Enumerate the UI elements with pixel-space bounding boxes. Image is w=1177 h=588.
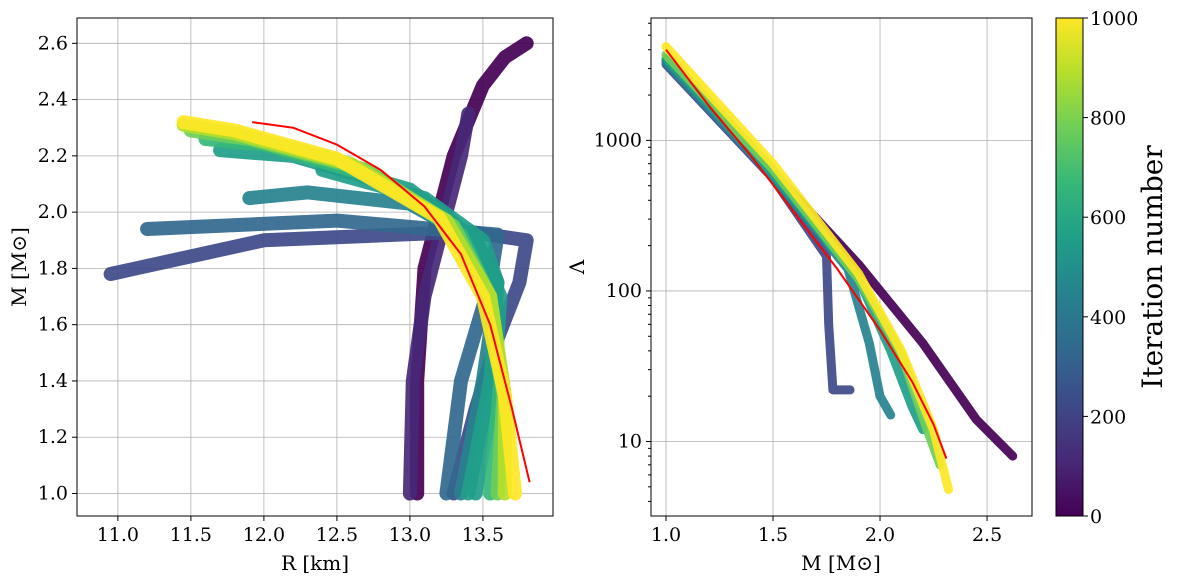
left-ticks: 11.0 11.5 12.0 12.5 13.0 13.5 1.0 1.2 1.4 1.6 1.8 2… — [38, 32, 504, 546]
left-target-line — [252, 121, 531, 483]
colorbar-frame — [1055, 17, 1084, 517]
right-target — [665, 49, 948, 459]
colorbar-tick-label: 600 — [1090, 207, 1126, 229]
colorbar: 0 200 400 600 800 1000 Iteration number — [1055, 8, 1169, 528]
right-series-line — [661, 54, 928, 435]
left-y-tick-label: 1.2 — [38, 426, 68, 448]
left-y-axis-label: M [M⊙] — [7, 227, 31, 307]
colorbar-tick-label: 1000 — [1090, 8, 1138, 30]
left-series-line — [402, 106, 476, 501]
colorbar-tick-label: 200 — [1090, 406, 1126, 428]
right-x-tick-label: 1.5 — [758, 524, 788, 546]
left-y-tick-label: 1.0 — [38, 482, 68, 504]
colorbar-tick-label: 800 — [1090, 108, 1126, 130]
left-y-tick-label: 2.0 — [38, 201, 68, 223]
tidal-deformability-plot: 1.0 1.5 2.0 2.5 10 100 1000 M [M⊙] Λ — [565, 17, 1033, 575]
right-series-line — [661, 50, 945, 470]
left-y-tick-label: 1.8 — [38, 257, 68, 279]
left-x-axis-label: R [km] — [281, 551, 349, 575]
right-ticks: 1.0 1.5 2.0 2.5 10 100 1000 — [594, 22, 1002, 546]
right-x-axis-label: M [M⊙] — [801, 551, 881, 575]
left-target — [252, 121, 531, 483]
left-x-tick-label: 11.5 — [170, 524, 212, 546]
left-plot-frame — [76, 17, 554, 517]
right-x-tick-label: 2.0 — [865, 524, 895, 546]
left-x-tick-label: 13.0 — [389, 524, 431, 546]
colorbar-label: Iteration number — [1136, 145, 1169, 389]
colorbar-tick-label: 0 — [1090, 506, 1102, 528]
left-y-tick-label: 1.4 — [38, 370, 68, 392]
right-x-tick-label: 2.5 — [972, 524, 1002, 546]
left-y-tick-label: 2.4 — [38, 89, 68, 111]
right-y-tick-label: 10 — [618, 430, 642, 452]
left-series — [103, 36, 534, 501]
colorbar-ticks: 0 200 400 600 800 1000 — [1083, 8, 1138, 528]
right-plot-frame — [650, 17, 1033, 517]
right-y-axis-label: Λ — [565, 259, 589, 275]
colorbar-gradient — [1056, 18, 1083, 516]
right-grid — [651, 18, 1032, 516]
left-y-tick-label: 2.6 — [38, 32, 68, 54]
left-x-tick-label: 11.0 — [97, 524, 139, 546]
mass-radius-plot: 11.0 11.5 12.0 12.5 13.0 13.5 1.0 1.2 1.4 1.6 1.8 2… — [7, 17, 554, 575]
left-x-tick-label: 12.0 — [243, 524, 285, 546]
left-x-tick-label: 12.5 — [316, 524, 358, 546]
right-y-tick-label: 1000 — [594, 129, 642, 151]
left-series-line — [176, 115, 522, 501]
left-x-tick-label: 13.5 — [462, 524, 504, 546]
right-series — [661, 42, 1018, 494]
colorbar-tick-label: 400 — [1090, 307, 1126, 329]
right-series-line — [661, 57, 896, 420]
right-target-line — [665, 49, 948, 459]
right-x-tick-label: 1.0 — [651, 524, 681, 546]
right-y-tick-label: 100 — [606, 280, 642, 302]
left-y-tick-label: 2.2 — [38, 145, 68, 167]
right-series-line — [661, 42, 953, 494]
left-y-tick-label: 1.6 — [38, 314, 68, 336]
